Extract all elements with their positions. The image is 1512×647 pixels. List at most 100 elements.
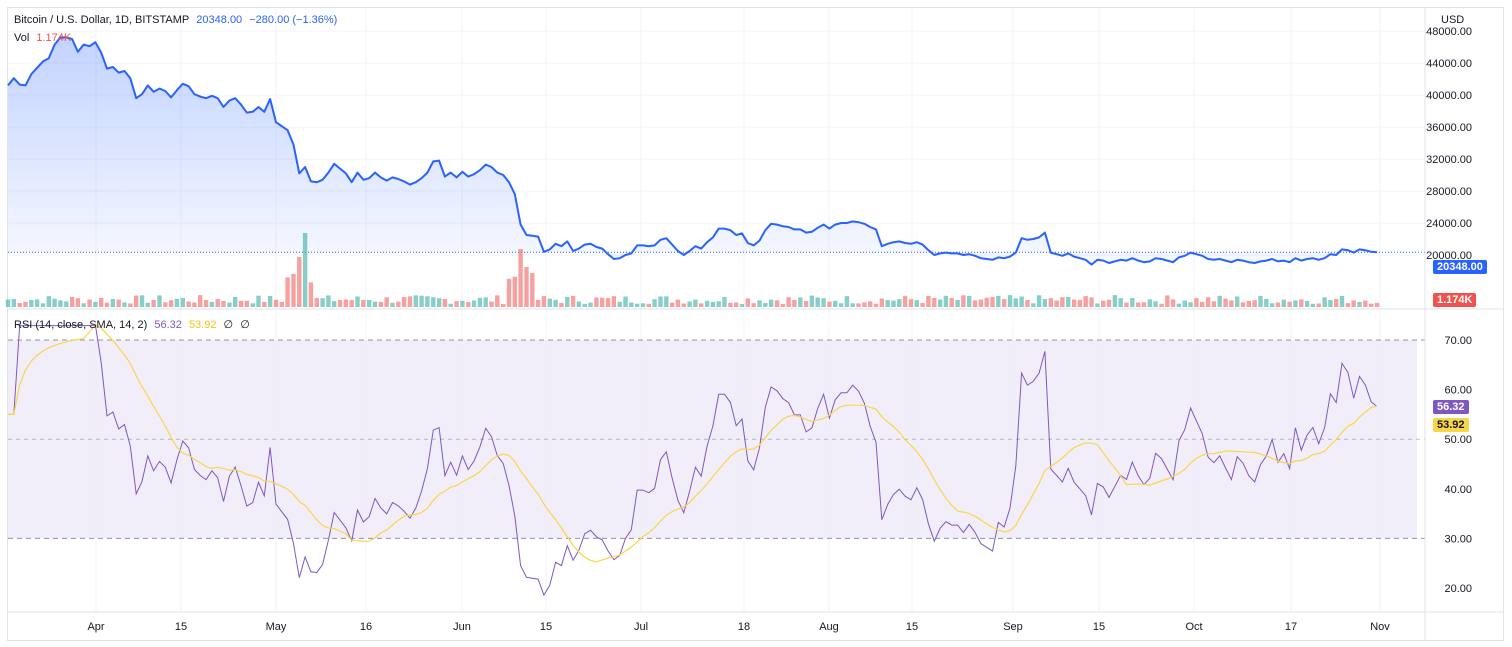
volume-bar [885, 300, 890, 307]
volume-bar [646, 303, 651, 307]
volume-bar [75, 298, 81, 307]
volume-bar [1235, 296, 1240, 307]
volume-bar [122, 302, 127, 307]
volume-bar [565, 296, 570, 307]
volume-bar [1013, 298, 1018, 307]
rsi-label[interactable]: RSI (14, close, SMA, 14, 2) [14, 319, 148, 331]
volume-bar [168, 300, 174, 307]
volume-bar [367, 300, 372, 307]
volume-bar [116, 299, 121, 307]
rsi-sma-line [8, 324, 1378, 563]
volume-bar [576, 301, 582, 307]
volume-bar [588, 302, 593, 307]
volume-bar [1019, 296, 1024, 307]
volume-bar [868, 301, 873, 307]
volume-bar [751, 303, 756, 307]
volume-bar [501, 303, 506, 307]
volume-bar [1106, 299, 1112, 307]
volume-bar [506, 278, 512, 307]
volume-bar [401, 297, 407, 307]
volume-bar [262, 301, 267, 307]
volume-bar [326, 295, 331, 307]
volume-bar [244, 300, 249, 307]
volume-bar [1054, 300, 1059, 307]
volume-bar [1182, 300, 1187, 307]
volume-bar [582, 303, 587, 307]
volume-bar [1304, 301, 1310, 307]
time-tick-label: 16 [360, 621, 372, 633]
volume-bar [1310, 303, 1316, 307]
volume-bar [1351, 300, 1356, 307]
volume-bar [17, 303, 22, 307]
currency-label[interactable]: USD [1441, 14, 1465, 26]
time-tick-label: Jul [634, 621, 648, 633]
volume-bar [1071, 299, 1077, 307]
volume-bar [844, 296, 850, 307]
volume-bar [267, 296, 273, 307]
volume-bar [617, 301, 622, 307]
volume-bar [541, 296, 547, 307]
volume-bar [687, 301, 692, 307]
volume-bar [1048, 298, 1053, 307]
volume-bar [908, 299, 914, 307]
volume-bar [1159, 303, 1164, 307]
volume-bar [623, 296, 628, 307]
volume-bar [46, 296, 51, 307]
volume-bar [932, 298, 937, 307]
time-tick-label: Oct [1185, 621, 1202, 633]
volume-bar [157, 295, 162, 307]
volume-bar [483, 297, 488, 307]
volume-bar [955, 299, 960, 307]
volume-bar [1246, 300, 1251, 307]
volume-bar [949, 297, 954, 307]
volume-bar [308, 282, 314, 307]
volume-bar [1147, 299, 1152, 307]
volume-bar [58, 300, 63, 307]
volume-bar [489, 301, 494, 307]
volume-bar [477, 297, 483, 307]
time-tick-label: May [266, 621, 287, 633]
volume-bar [1188, 302, 1193, 307]
volume-bar [425, 296, 430, 307]
volume-bar [745, 298, 750, 307]
volume-bar [1258, 296, 1263, 307]
volume-bar [203, 300, 209, 307]
volume-bar [780, 303, 785, 307]
time-tick-label: 15 [906, 621, 918, 633]
volume-bar [961, 295, 966, 307]
time-tick-label: 15 [1093, 621, 1105, 633]
rsi-tick-label: 50.00 [1444, 434, 1472, 446]
volume-bar [856, 303, 861, 307]
volume-bar [1066, 297, 1071, 307]
volume-bar [984, 297, 989, 307]
symbol-title[interactable]: Bitcoin / U.S. Dollar, 1D, BITSTAMP [14, 14, 190, 26]
volume-bar [972, 300, 978, 307]
volume-bar [1299, 299, 1304, 307]
volume-bar [809, 295, 815, 307]
volume-bar [192, 302, 197, 307]
volume-bar [1141, 302, 1147, 307]
volume-bar [134, 295, 139, 307]
volume-bar [1281, 299, 1286, 307]
volume-label[interactable]: Vol [14, 32, 30, 44]
volume-bar [81, 303, 86, 307]
volume-bar [1223, 298, 1228, 307]
volume-bar [1229, 300, 1234, 307]
price-line [7, 36, 1378, 266]
volume-bar [320, 298, 325, 307]
volume-bar [699, 303, 704, 307]
price-area [8, 37, 1377, 265]
volume-bar [5, 299, 11, 307]
time-tick-label: Nov [1370, 621, 1390, 633]
volume-bar [600, 297, 605, 307]
chart-frame [7, 7, 1504, 641]
volume-bar [739, 304, 745, 307]
price-tick-label: 40000.00 [1426, 90, 1472, 102]
volume-bar [361, 299, 366, 307]
rsi-tick-label: 70.00 [1444, 335, 1472, 347]
volume-bar [139, 295, 145, 307]
volume-bar [535, 299, 541, 307]
time-tick-label: 17 [1285, 621, 1297, 633]
rsi-sma-value: 53.92 [188, 319, 217, 331]
